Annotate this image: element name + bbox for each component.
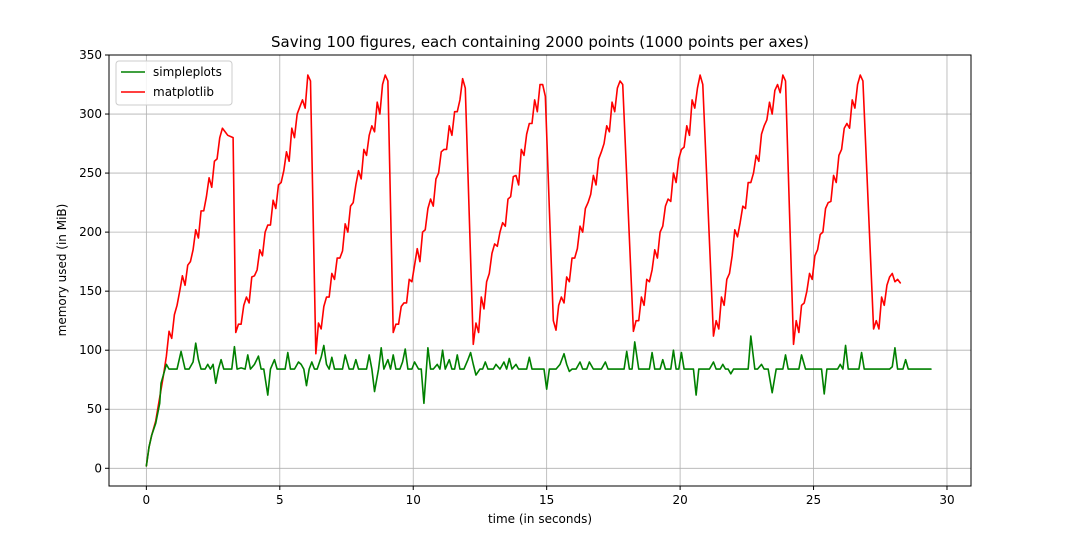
x-axis-ticks: 0 5 10 15 20 25 30 xyxy=(143,486,955,507)
legend-label-matplotlib: matplotlib xyxy=(153,85,214,99)
x-tick-label: 25 xyxy=(806,493,821,507)
legend: simpleplots matplotlib xyxy=(115,60,233,106)
y-tick-label: 100 xyxy=(79,343,102,357)
x-tick-label: 15 xyxy=(539,493,554,507)
legend-label-simpleplots: simpleplots xyxy=(153,65,222,79)
x-tick-label: 0 xyxy=(143,493,151,507)
chart-title: Saving 100 figures, each containing 2000… xyxy=(271,33,809,51)
y-tick-label: 0 xyxy=(94,461,102,475)
y-axis-ticks: 0 50 100 150 200 250 300 350 xyxy=(79,48,109,475)
series-lines xyxy=(145,74,932,467)
y-tick-label: 150 xyxy=(79,284,102,298)
x-tick-label: 30 xyxy=(939,493,954,507)
x-axis-label: time (in seconds) xyxy=(488,512,592,526)
series-line-simpleplots xyxy=(145,335,932,467)
grid xyxy=(109,54,971,486)
y-tick-label: 50 xyxy=(87,402,102,416)
x-tick-label: 5 xyxy=(276,493,284,507)
plot-area-frame xyxy=(108,54,972,487)
y-tick-label: 350 xyxy=(79,48,102,62)
y-tick-label: 250 xyxy=(79,166,102,180)
y-axis-label: memory used (in MiB) xyxy=(55,204,69,337)
y-tick-label: 200 xyxy=(79,225,102,239)
x-tick-label: 10 xyxy=(406,493,421,507)
series-line-matplotlib xyxy=(145,74,902,467)
x-tick-label: 20 xyxy=(672,493,687,507)
y-tick-label: 300 xyxy=(79,107,102,121)
